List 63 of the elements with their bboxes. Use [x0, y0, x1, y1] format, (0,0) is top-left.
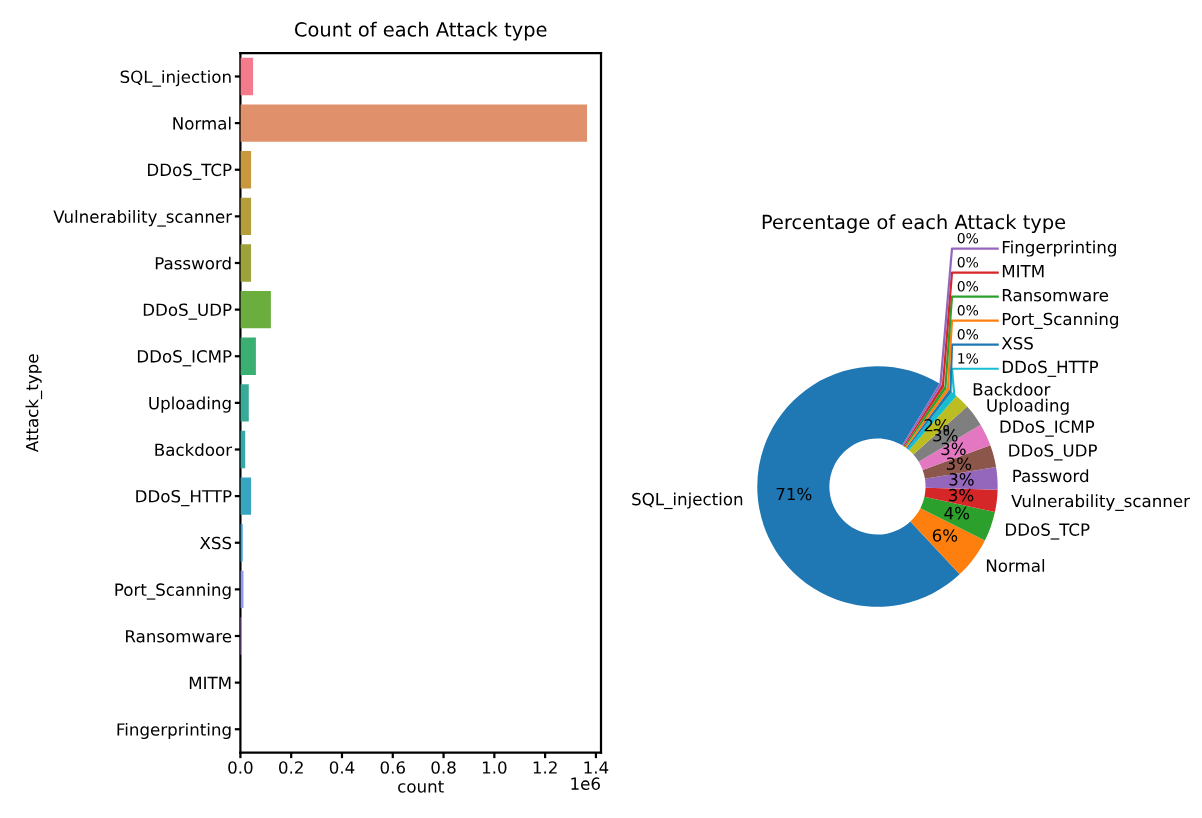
y-tick-label: DDoS_HTTP — [136, 489, 232, 507]
data-label: 4% — [944, 506, 970, 520]
x-tick-label: 1.0 — [482, 761, 507, 774]
chart-title: Count of each Attack type — [294, 21, 547, 41]
bar — [240, 337, 256, 375]
x-tick-label: 0.2 — [279, 761, 303, 774]
slice-label: Normal — [986, 559, 1045, 572]
bar — [240, 57, 254, 96]
y-tick-label: MITM — [189, 676, 231, 689]
slice-label: DDoS_UDP — [1009, 444, 1097, 461]
donut-slice — [909, 395, 968, 455]
slice-label: Fingerprinting — [1002, 240, 1116, 257]
slice-label: DDoS_TCP — [1006, 523, 1090, 540]
slice-label: Password — [1013, 469, 1089, 483]
slice-label: Port_Scanning — [1002, 312, 1118, 329]
x-tick-label: 1.2 — [533, 761, 557, 774]
bar — [240, 244, 252, 282]
slice-label: Vulnerability_scanner — [1011, 494, 1190, 511]
bar — [240, 290, 271, 329]
bar — [240, 104, 588, 142]
y-tick-label: Normal — [173, 116, 231, 130]
y-tick-label: Fingerprinting — [117, 722, 231, 740]
donut-slice — [910, 508, 985, 575]
data-label: 3% — [949, 473, 974, 486]
y-tick-label: DDoS_TCP — [148, 163, 232, 180]
y-tick-label: Uploading — [149, 396, 231, 413]
slice-label: DDoS_HTTP — [1002, 360, 1099, 377]
x-axis-title: count — [398, 780, 444, 793]
text: 1e6 — [571, 777, 600, 790]
y-tick-label: Port_Scanning — [115, 583, 231, 600]
slice-label: Backdoor — [973, 382, 1051, 396]
x-tick-label: 0.0 — [228, 761, 253, 774]
slice-label: Ransomware — [1002, 289, 1109, 302]
slice-label: Uploading — [987, 398, 1069, 415]
y-axis-title: Attack_type — [25, 354, 43, 453]
data-label: 3% — [933, 428, 958, 442]
data-label: 6% — [932, 529, 958, 542]
y-tick-label: Vulnerability_scanner — [53, 210, 233, 227]
slice-label: SQL_injection — [632, 492, 743, 510]
chart-title: Percentage of each Attack type — [762, 214, 1066, 234]
data-label: 3% — [949, 488, 974, 502]
y-tick-label: Password — [155, 256, 231, 270]
slice-label: XSS — [1001, 336, 1033, 350]
x-tick-label: 0.8 — [431, 761, 456, 774]
bar — [240, 197, 252, 236]
x-tick-label: 0.6 — [380, 761, 405, 774]
y-tick-label: XSS — [199, 536, 232, 550]
x-tick-label: 1.4 — [584, 761, 609, 774]
y-tick-label: Backdoor — [155, 443, 233, 457]
y-tick-label: SQL_injection — [120, 70, 231, 87]
donut-slice — [924, 467, 998, 490]
bar — [240, 477, 252, 515]
y-tick-label: DDoS_UDP — [143, 303, 232, 320]
y-tick-label: DDoS_ICMP — [137, 350, 232, 367]
slice-label: DDoS_ICMP — [1000, 420, 1095, 437]
slice-label: MITM — [1002, 265, 1044, 278]
data-label: 71% — [776, 487, 812, 501]
x-tick-label: 0.4 — [329, 761, 355, 774]
y-tick-label: Ransomware — [126, 630, 232, 643]
data-label: 3% — [946, 457, 972, 470]
bar — [240, 384, 249, 422]
data-label: 3% — [941, 442, 966, 456]
bar — [240, 151, 252, 189]
